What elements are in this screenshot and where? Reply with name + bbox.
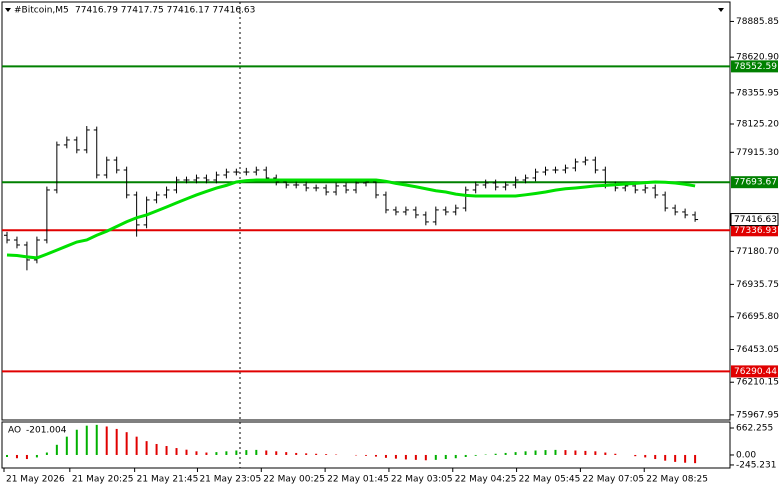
price-label-box: [730, 213, 779, 227]
x-tick-label: 22 May 08:25: [646, 475, 708, 485]
indicator-value: -201.004: [26, 426, 67, 436]
x-tick-label: 21 May 21:45: [137, 475, 199, 485]
y-tick-label: 78620.90: [736, 53, 779, 63]
y-tick-label: 77915.30: [736, 148, 779, 158]
indicator-tick-label: 0.00: [736, 450, 756, 460]
level-label: 77693.67: [734, 178, 777, 188]
x-tick-label: 22 May 00:25: [263, 475, 325, 485]
y-tick-label: 77180.70: [736, 247, 779, 257]
level-label-box: [731, 224, 778, 237]
x-tick-label: 22 May 01:45: [327, 475, 389, 485]
price-label: 77416.63: [734, 215, 777, 225]
x-tick-label: 22 May 03:05: [391, 475, 453, 485]
level-label: 77336.93: [734, 226, 777, 236]
level-label-box: [731, 365, 778, 378]
moving-average: [6, 178, 696, 260]
y-tick-label: 78355.95: [736, 88, 779, 98]
main-panel: [1, 1, 731, 421]
menu-arrow[interactable]: [5, 8, 11, 12]
y-tick-label: 78885.85: [736, 17, 779, 27]
x-tick-label: 22 May 05:45: [519, 475, 581, 485]
y-tick-label: 76210.15: [736, 378, 779, 388]
indicator-tick-label: 662.255: [736, 424, 773, 434]
x-tick-label: 21 May 23:05: [199, 475, 261, 485]
indicator-tick-label: -245.231: [736, 460, 776, 470]
header-values: 77416.79 77417.75 77416.17 77416.63: [75, 6, 255, 16]
y-tick-label: 76453.05: [736, 345, 779, 355]
x-tick-label: 22 May 04:25: [455, 475, 517, 485]
y-tick-label: 76695.80: [736, 312, 779, 322]
level-label-box: [731, 60, 778, 73]
level-label: 78552.59: [734, 62, 777, 72]
indicator-panel: [1, 421, 731, 469]
level-label: 76290.44: [734, 367, 777, 377]
x-tick-label: 21 May 2026: [6, 475, 65, 485]
y-tick-label: 78125.20: [736, 120, 779, 130]
symbol-title: #Bitcoin,M5: [14, 6, 69, 16]
level-label-box: [731, 176, 778, 189]
y-tick-label: 76935.75: [736, 280, 779, 290]
y-tick-label: 75967.95: [736, 410, 779, 420]
x-tick-label: 21 May 20:25: [72, 475, 134, 485]
indicator-name: AO: [8, 426, 21, 436]
x-tick-label: 22 May 07:05: [582, 475, 644, 485]
scroll-arrow[interactable]: [718, 8, 724, 12]
